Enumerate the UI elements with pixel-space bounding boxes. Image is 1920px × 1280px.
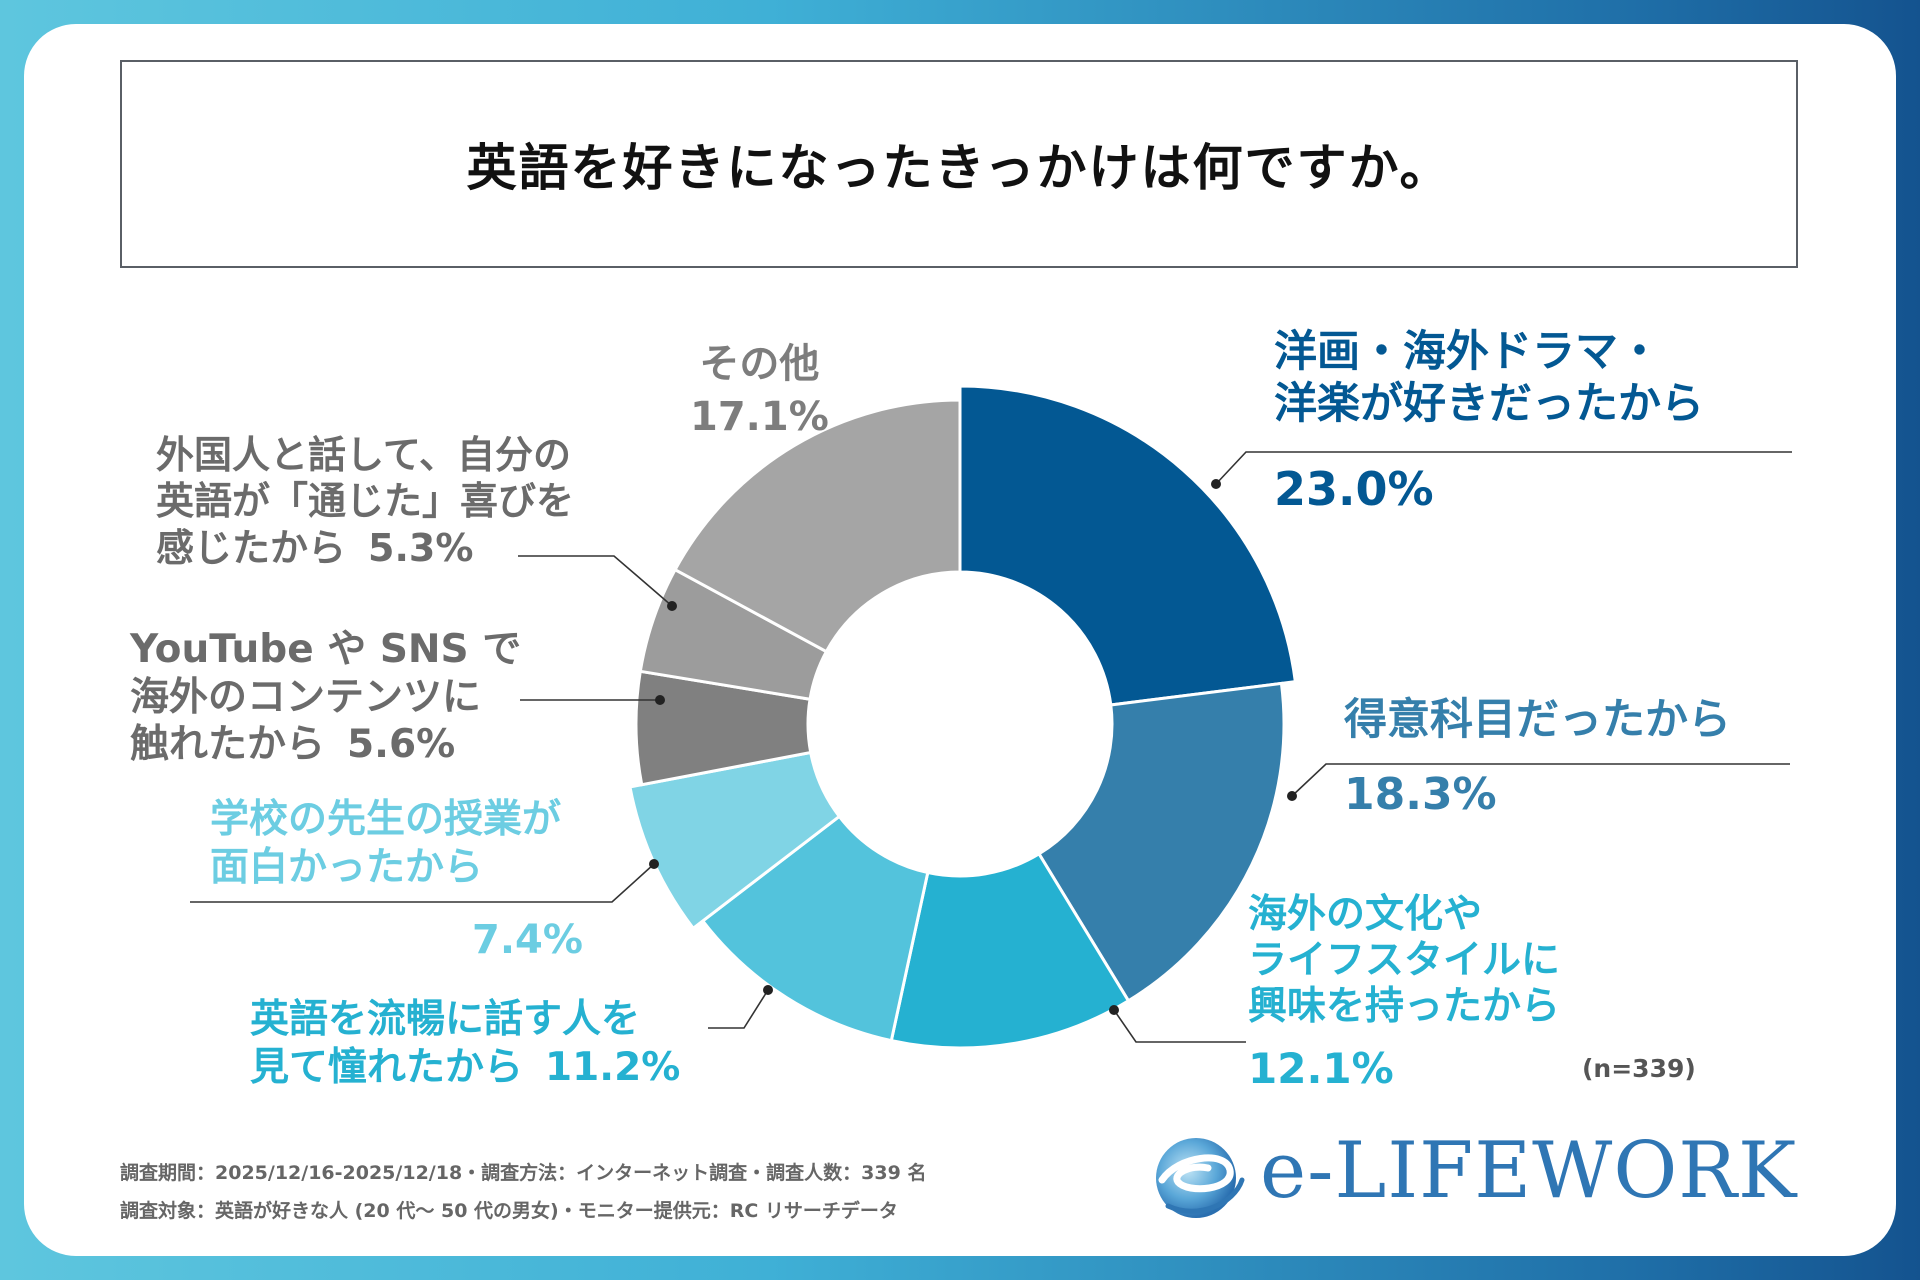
slice-value-6: 5.3% [368, 525, 474, 570]
slice-label-3-line-1: 見て憧れたから [250, 1044, 524, 1090]
card-panel [24, 24, 1896, 1256]
leader-dot-5 [655, 695, 665, 705]
footer-survey-info: 調査期間：2025/12/16-2025/12/18・調査方法：インターネット調… [120, 1162, 927, 1184]
slice-label-0-line-0: 洋画・海外ドラマ・ [1274, 327, 1661, 377]
leader-line-0 [1215, 451, 1792, 485]
slice-label-6: 外国人と話して、自分の 英語が「通じた」喜びを 感じたから 5.3% [156, 432, 574, 571]
slice-label-0: 洋画・海外ドラマ・ 洋楽が好きだったから 23.0% [1274, 326, 1704, 517]
e-swirl-logo-icon [1156, 1138, 1245, 1218]
leader-line-6 [518, 555, 673, 607]
slice-label-5-line-1: 海外のコンテンツに [130, 674, 482, 720]
brand-logo: e-LIFEWORK [1138, 1120, 1818, 1230]
leader-dot-3 [763, 985, 773, 995]
slice-value-5: 5.6% [347, 722, 456, 768]
slice-7 [673, 398, 962, 654]
footer-target-info: 調査対象：英語が好きな人 (20 代～ 50 代の男女)・モニター提供元：RC … [120, 1200, 898, 1222]
slice-0 [958, 384, 1298, 707]
slice-value-3: 11.2% [545, 1044, 681, 1090]
leader-line-1 [1291, 763, 1790, 797]
slice-3 [700, 814, 930, 1043]
leader-line-4 [190, 863, 655, 903]
slice-label-6-line-0: 外国人と話して、自分の [156, 433, 571, 477]
title-box: 英語を好きになったきっかけは何ですか。 [120, 60, 1798, 268]
slice-label-4: 学校の先生の授業が 面白かったから [210, 796, 561, 891]
slice-label-0-line-1: 洋楽が好きだったから [1274, 379, 1704, 430]
leader-dot-2 [1109, 1005, 1119, 1015]
slice-label-3: 英語を流暢に話す人を 見て憧れたから 11.2% [250, 996, 680, 1091]
slice-label-7: その他 17.1% [690, 340, 829, 442]
slice-label-5: YouTube や SNS で 海外のコンテンツに 触れたから 5.6% [130, 626, 521, 769]
slice-label-3-line-0: 英語を流暢に話す人を [250, 997, 641, 1042]
slice-value-7: 17.1% [690, 393, 829, 440]
chart-slices [628, 384, 1298, 1050]
leader-lines [190, 451, 1792, 1043]
sample-size-note: (n=339) [1582, 1054, 1696, 1083]
slice-value-1: 18.3% [1344, 769, 1497, 821]
slice-label-5-line-0: YouTube や SNS で [130, 627, 522, 672]
slice-label-2-line-0: 海外の文化や [1248, 892, 1483, 937]
slice-label-5-line-2: 触れたから [130, 722, 326, 768]
slice-label-4-line-1: 面白かったから [210, 844, 484, 890]
leader-dot-6 [667, 601, 677, 611]
slice-label-2-line-2: 興味を持ったから [1248, 984, 1561, 1030]
slice-label-1-line-0: 得意科目だったから [1344, 695, 1731, 745]
leader-line-2 [1113, 1009, 1246, 1043]
slice-value-0: 23.0% [1274, 461, 1434, 516]
logo-text: e-LIFEWORK [1260, 1126, 1798, 1216]
leader-dot-4 [649, 859, 659, 869]
slice-value-4: 7.4% [472, 917, 583, 963]
leader-dot-0 [1211, 479, 1221, 489]
leader-line-3 [708, 989, 769, 1029]
slice-label-4-line-0: 学校の先生の授業が [210, 797, 562, 842]
slice-1 [1036, 681, 1286, 1003]
slice-label-2-line-1: ライフスタイルに [1248, 938, 1561, 984]
slice-2 [889, 851, 1131, 1050]
slice-label-1: 得意科目だったから 18.3% [1344, 694, 1731, 822]
slice-label-6-line-2: 感じたから [156, 525, 347, 570]
slice-4 [628, 750, 842, 931]
slice-value-2: 12.1% [1248, 1044, 1394, 1094]
slice-label-6-line-1: 英語が「通じた」喜びを [156, 479, 575, 524]
leader-dot-1 [1287, 791, 1297, 801]
slice-label-2: 海外の文化や ライフスタイルに 興味を持ったから 12.1% [1248, 892, 1560, 1094]
slice-label-7-line-0: その他 [699, 341, 820, 387]
page-title: 英語を好きになったきっかけは何ですか。 [466, 139, 1452, 197]
